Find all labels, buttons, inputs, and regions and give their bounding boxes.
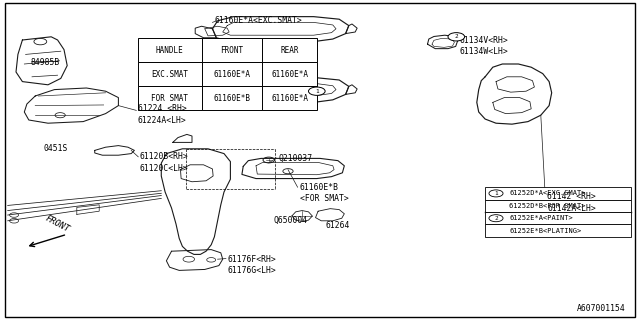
- Bar: [202, 86, 262, 110]
- Text: FRONT: FRONT: [44, 213, 71, 234]
- Text: EXC.SMAT: EXC.SMAT: [151, 70, 188, 79]
- Text: Q650004: Q650004: [274, 216, 308, 225]
- Text: 61176G<LH>: 61176G<LH>: [227, 266, 276, 275]
- Text: 61252E*B<PLATING>: 61252E*B<PLATING>: [509, 228, 582, 234]
- Circle shape: [283, 169, 293, 174]
- Text: REAR: REAR: [280, 46, 299, 55]
- Text: 61176F<RH>: 61176F<RH>: [227, 255, 276, 264]
- Circle shape: [10, 219, 19, 223]
- Text: 0451S: 0451S: [44, 144, 68, 153]
- Circle shape: [207, 258, 216, 262]
- Text: 61252E*A<PAINT>: 61252E*A<PAINT>: [509, 215, 573, 221]
- Text: 61224 <RH>: 61224 <RH>: [138, 104, 186, 113]
- Circle shape: [55, 113, 65, 118]
- Bar: [262, 62, 317, 86]
- Bar: [138, 62, 202, 86]
- Bar: [138, 86, 202, 110]
- Text: Q210037: Q210037: [278, 154, 312, 163]
- Text: 1: 1: [315, 89, 319, 94]
- Text: 61160E*A: 61160E*A: [214, 70, 250, 79]
- Text: FRONT: FRONT: [220, 46, 244, 55]
- Text: 61120B<RH>: 61120B<RH>: [140, 152, 188, 161]
- Circle shape: [448, 33, 465, 41]
- Text: 61160E*A: 61160E*A: [271, 70, 308, 79]
- Text: 61160E*A<EXC.SMAT>: 61160E*A<EXC.SMAT>: [214, 16, 302, 25]
- Text: 61142 <RH>: 61142 <RH>: [547, 192, 596, 201]
- Text: 84985B: 84985B: [31, 58, 60, 67]
- Circle shape: [10, 213, 19, 217]
- Circle shape: [308, 87, 325, 95]
- Circle shape: [34, 38, 47, 45]
- Text: <FOR SMAT>: <FOR SMAT>: [300, 194, 348, 203]
- Bar: [485, 187, 631, 200]
- Text: 61160E*B: 61160E*B: [300, 183, 339, 192]
- Text: 1: 1: [494, 191, 498, 196]
- Text: 61134V<RH>: 61134V<RH>: [460, 36, 508, 44]
- Text: 61142A<LH>: 61142A<LH>: [547, 204, 596, 212]
- Text: FOR SMAT: FOR SMAT: [151, 94, 188, 103]
- Bar: [262, 38, 317, 62]
- Text: 61120C<LH>: 61120C<LH>: [140, 164, 188, 172]
- Text: A607001154: A607001154: [577, 304, 626, 313]
- Bar: [202, 62, 262, 86]
- Text: 61252D*B<FOR SMAT>: 61252D*B<FOR SMAT>: [509, 203, 586, 209]
- Bar: [485, 224, 631, 237]
- Text: 61134W<LH>: 61134W<LH>: [460, 47, 508, 56]
- Text: 2: 2: [454, 34, 458, 39]
- Bar: [262, 86, 317, 110]
- Bar: [485, 212, 631, 224]
- Text: 61160E*B: 61160E*B: [214, 94, 250, 103]
- Text: 61160E*A: 61160E*A: [271, 94, 308, 103]
- Bar: [485, 200, 631, 212]
- Text: 2: 2: [494, 216, 498, 221]
- Circle shape: [489, 190, 503, 197]
- Text: 61252D*A<EXC.SMAT>: 61252D*A<EXC.SMAT>: [509, 190, 586, 196]
- Text: HANDLE: HANDLE: [156, 46, 184, 55]
- Bar: [138, 38, 202, 62]
- Circle shape: [183, 256, 195, 262]
- Circle shape: [263, 157, 275, 163]
- Text: 61264: 61264: [325, 221, 349, 230]
- Circle shape: [269, 87, 282, 93]
- Circle shape: [489, 215, 503, 222]
- Bar: [202, 38, 262, 62]
- Text: 61224A<LH>: 61224A<LH>: [138, 116, 186, 124]
